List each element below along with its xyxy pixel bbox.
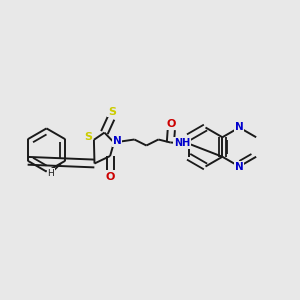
- Text: O: O: [167, 119, 176, 129]
- Text: H: H: [47, 169, 54, 178]
- Text: N: N: [112, 136, 122, 146]
- Text: N: N: [235, 161, 244, 172]
- Text: N: N: [235, 122, 244, 133]
- Text: O: O: [105, 172, 115, 182]
- Text: NH: NH: [174, 138, 190, 148]
- Text: S: S: [108, 106, 116, 117]
- Text: S: S: [84, 132, 92, 142]
